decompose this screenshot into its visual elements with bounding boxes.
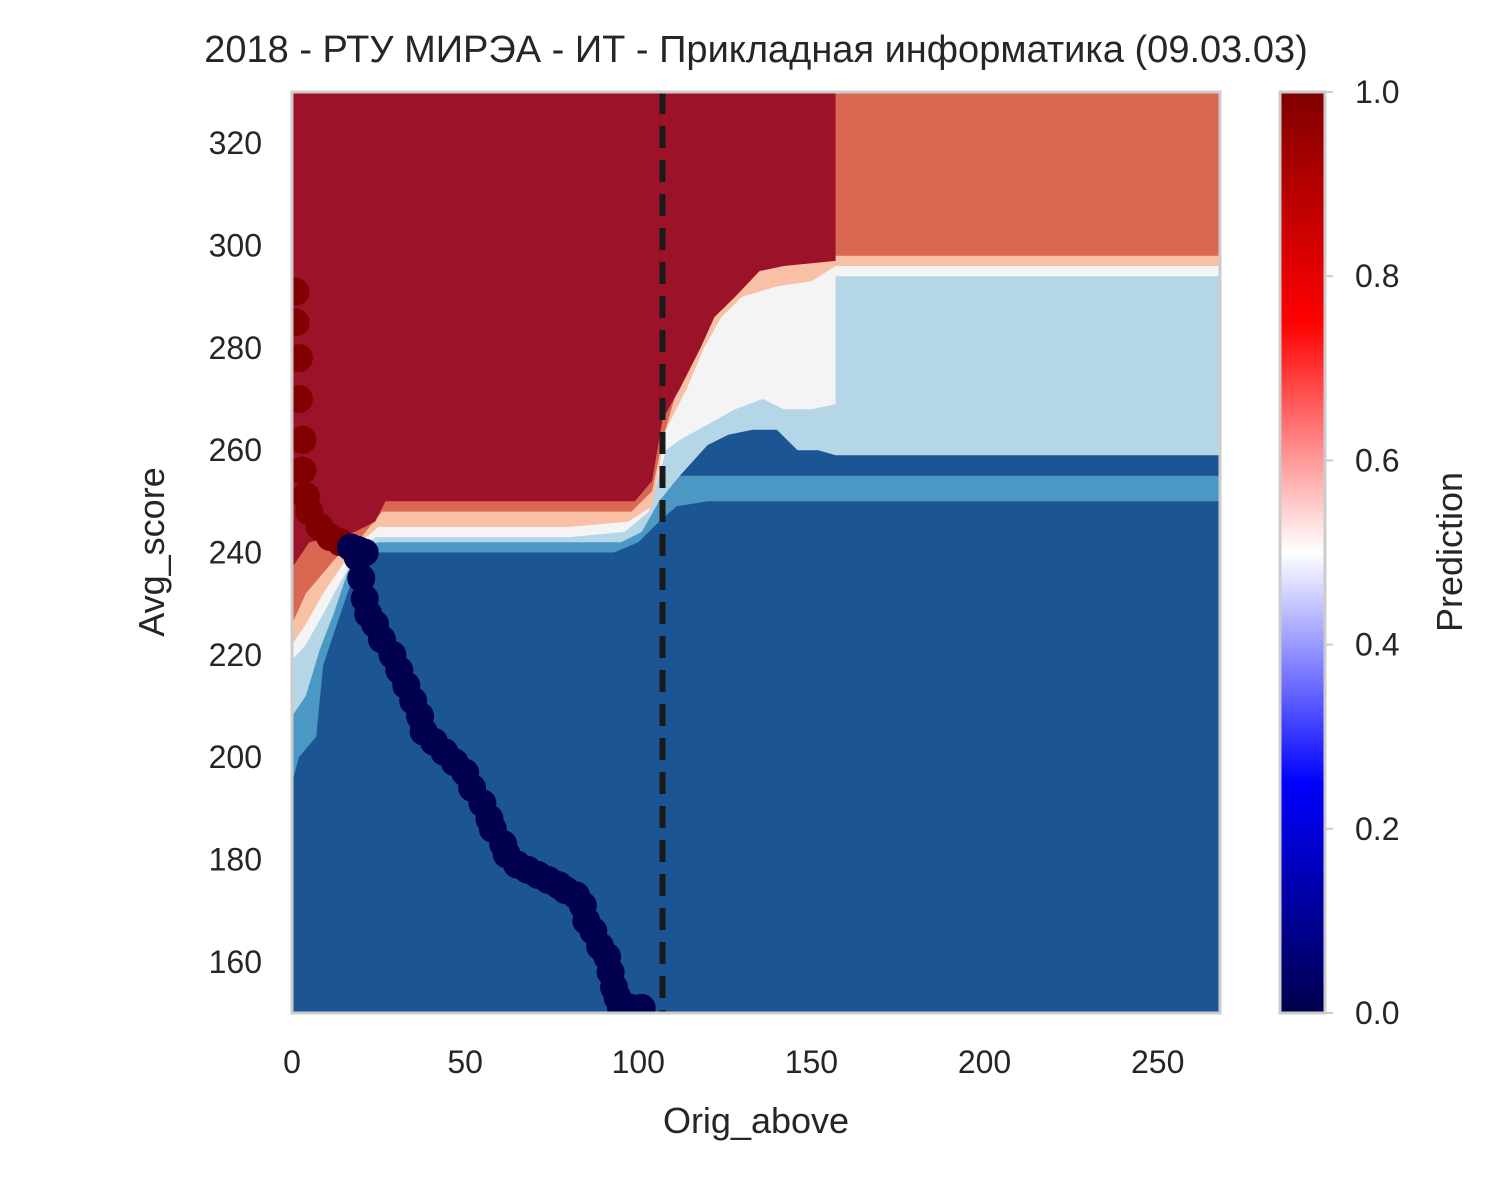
y-tick-label: 240 [209,535,262,571]
x-tick-label: 200 [958,1044,1011,1080]
data-point [292,308,310,337]
plot-frame [290,90,1222,1015]
contour-band-top-right [835,92,1220,256]
y-tick-label: 200 [209,739,262,775]
x-tick-label: 250 [1131,1044,1184,1080]
data-point [292,425,317,454]
data-point [292,456,317,485]
colorbar-tick-label: 1.0 [1355,74,1399,110]
colorbar-ticks: 0.0 0.2 0.4 0.6 0.8 1.0 [1325,74,1399,1031]
colorbar-tick-label: 0.8 [1355,258,1399,294]
colorbar-gradient [1278,90,1327,1015]
data-point [292,277,310,306]
y-axis-label: Avg_score [131,467,172,636]
colorbar-label: Prediction [1429,472,1470,632]
y-tick-label: 220 [209,637,262,673]
y-tick-label: 260 [209,432,262,468]
x-tick-label: 0 [283,1044,301,1080]
contour-band-top-left [292,92,836,568]
x-tick-label: 50 [447,1044,483,1080]
plot-area [292,92,1220,1013]
contour-regions [292,92,1220,1013]
y-tick-label: 180 [209,842,262,878]
y-tick-label: 160 [209,944,262,980]
y-tick-label: 300 [209,228,262,264]
x-axis-label: Orig_above [663,1100,849,1141]
colorbar-tick-label: 0.2 [1355,811,1399,847]
colorbar-tick-label: 0.0 [1355,995,1399,1031]
colorbar: 0.0 0.2 0.4 0.6 0.8 1.0 Prediction [1278,74,1470,1031]
colorbar-tick-label: 0.4 [1355,627,1399,663]
colorbar-tick-label: 0.6 [1355,442,1399,478]
x-tick-label: 100 [612,1044,665,1080]
data-points [292,277,656,1013]
y-tick-label: 320 [209,125,262,161]
x-axis-ticks: 0 50 100 150 200 250 [283,1044,1184,1080]
data-point [292,385,313,413]
data-point [292,344,313,373]
x-tick-label: 150 [785,1044,838,1080]
y-tick-label: 280 [209,330,262,366]
chart-title: 2018 - РТУ МИРЭА - ИТ - Прикладная инфор… [204,29,1308,71]
y-axis-ticks: 160 180 200 220 240 260 280 300 320 [209,125,262,980]
data-point [627,993,656,1013]
